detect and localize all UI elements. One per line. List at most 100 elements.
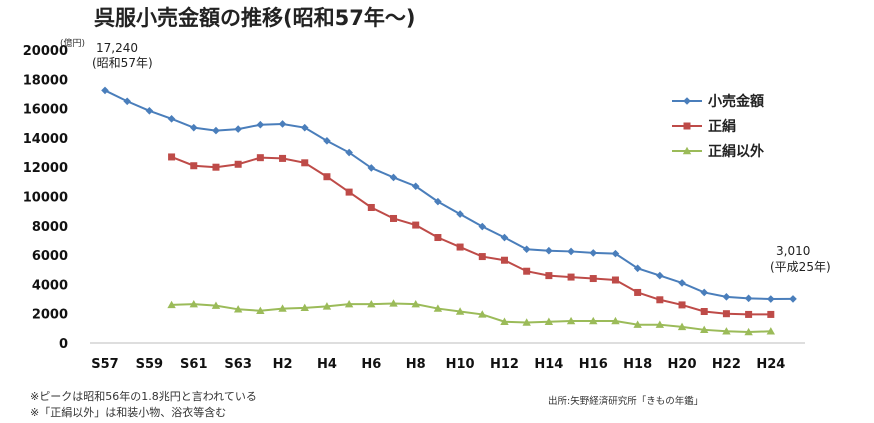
data-point — [566, 316, 576, 325]
data-point — [101, 86, 109, 95]
legend-swatch-marker — [683, 122, 691, 130]
x-tick-label: H4 — [317, 357, 337, 372]
data-point — [256, 154, 264, 162]
data-point — [278, 120, 287, 128]
data-point — [189, 123, 198, 132]
data-point — [500, 317, 509, 325]
data-point — [633, 264, 642, 273]
peak-annotation: 17,240 (昭和57年) — [92, 41, 153, 70]
data-point — [611, 316, 620, 325]
data-point — [167, 300, 176, 309]
series-2 — [168, 153, 775, 318]
data-point — [589, 249, 598, 257]
y-tick-label: 12000 — [23, 161, 68, 176]
data-point — [567, 247, 575, 256]
data-point — [655, 320, 665, 328]
data-point — [412, 221, 420, 229]
data-point — [190, 162, 198, 170]
x-tick-label: S57 — [91, 357, 118, 372]
data-point — [478, 310, 487, 318]
data-point — [722, 293, 731, 301]
data-point — [433, 304, 443, 312]
y-tick-label: 6000 — [32, 249, 68, 264]
series-line — [171, 302, 771, 334]
x-tick-label: S63 — [224, 357, 251, 372]
data-point — [722, 327, 731, 335]
data-point — [656, 296, 664, 304]
data-point — [167, 115, 176, 123]
data-point — [678, 301, 686, 309]
data-point — [212, 126, 220, 135]
legend-label: 小売金額 — [708, 93, 764, 110]
y-tick-label: 4000 — [32, 278, 68, 293]
data-point — [478, 253, 486, 261]
y-tick-label: 18000 — [23, 73, 68, 88]
data-point — [211, 301, 221, 309]
data-point — [434, 234, 442, 242]
data-point — [456, 210, 464, 218]
data-point — [634, 288, 642, 296]
y-tick-label: 8000 — [32, 220, 68, 235]
footnote-2: ※「正絹以外」は和装小物、浴衣等含む — [30, 405, 226, 419]
data-point — [345, 188, 353, 196]
data-point — [744, 327, 753, 336]
data-point — [279, 154, 287, 162]
data-point — [522, 245, 531, 254]
peak-annotation-value: 17,240 — [96, 41, 138, 55]
y-tick-label: 10000 — [23, 191, 68, 206]
data-point — [722, 310, 730, 318]
x-axis: S57 S59 S61 S63 H2 H4 H6 H8 H10 H12 H14 H16 H18 H20 H2… — [91, 357, 785, 372]
data-point — [500, 256, 508, 264]
y-tick-label: 20000 — [23, 44, 68, 59]
peak-annotation-year: (昭和57年) — [92, 56, 153, 70]
data-point — [611, 249, 620, 258]
data-point — [745, 310, 753, 318]
x-tick-label: H2 — [273, 357, 293, 372]
legend-item: 正絹以外 — [672, 143, 764, 160]
data-point — [789, 295, 797, 303]
series-3 — [167, 299, 776, 336]
data-point — [189, 299, 198, 308]
data-point — [767, 295, 775, 303]
legend-item: 正絹 — [672, 118, 736, 135]
x-tick-label: H12 — [490, 357, 519, 372]
x-tick-label: H8 — [406, 357, 426, 372]
x-tick-label: H20 — [668, 357, 697, 372]
y-tick-label: 2000 — [32, 308, 68, 323]
x-tick-label: H24 — [756, 357, 785, 372]
x-tick-label: S61 — [180, 357, 207, 372]
legend-label: 正絹 — [708, 118, 736, 135]
data-point — [278, 304, 287, 312]
series-line — [171, 156, 771, 316]
data-point — [611, 276, 619, 284]
source-note: 出所:矢野経済研究所「きもの年鑑」 — [548, 395, 703, 407]
legend-swatch-marker — [682, 146, 692, 155]
data-point — [300, 303, 309, 312]
data-point — [478, 222, 487, 231]
data-point — [744, 294, 753, 303]
data-point — [344, 299, 354, 308]
data-point — [545, 272, 553, 280]
x-tick-label: H14 — [534, 357, 563, 372]
data-point — [589, 275, 597, 283]
data-point — [545, 246, 553, 255]
data-point — [256, 120, 265, 129]
y-axis-unit: (億円) — [60, 37, 85, 49]
data-point — [766, 327, 776, 335]
data-point — [389, 299, 398, 307]
data-point — [367, 203, 375, 211]
data-point — [390, 214, 398, 222]
latest-annotation-value: 3,010 — [776, 244, 810, 258]
data-point — [523, 267, 531, 275]
data-point — [323, 173, 331, 181]
x-tick-label: H22 — [712, 357, 741, 372]
data-point — [411, 299, 420, 308]
data-point — [522, 318, 531, 326]
data-point — [633, 320, 642, 328]
data-point — [233, 305, 243, 313]
data-point — [589, 316, 598, 325]
x-tick-label: H6 — [361, 357, 381, 372]
chart-title: 呉服小売金額の推移(昭和57年～) — [94, 6, 415, 30]
x-tick-label: H18 — [623, 357, 652, 372]
